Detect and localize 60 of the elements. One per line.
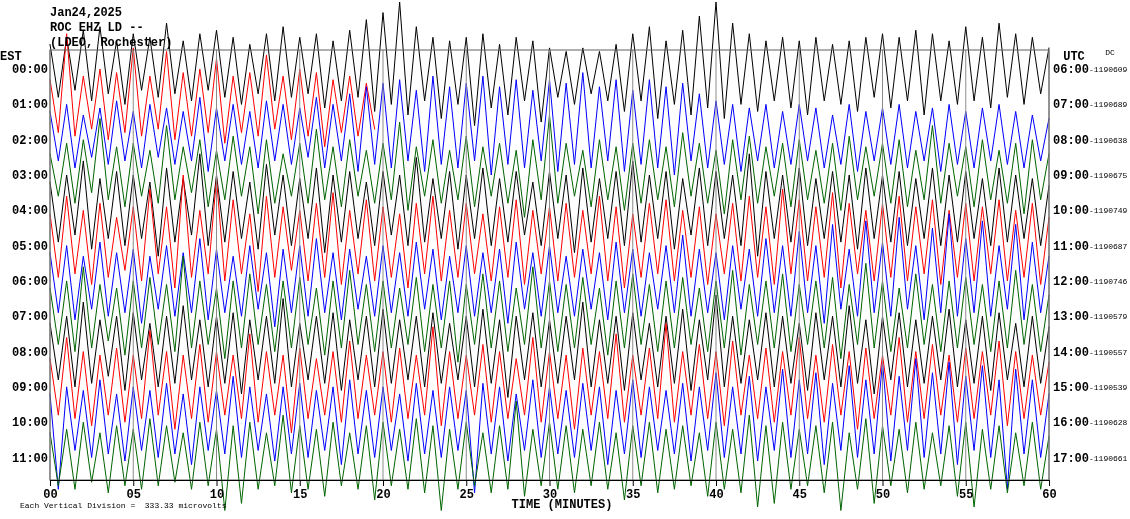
text: -1190661 — [1089, 453, 1128, 463]
y-tick-label: 02:00 — [11, 133, 48, 148]
text: DC — [1105, 48, 1115, 57]
text: -1190675 — [1089, 171, 1128, 181]
y-tick-label: 11:00 — [11, 451, 48, 466]
y-tick-label: 10:00 — [11, 416, 48, 431]
line-series — [49, 1, 1050, 127]
line-series — [49, 153, 1050, 257]
x-tick-label: 00 — [43, 487, 58, 502]
line-series — [49, 322, 1050, 434]
y2-tick-label: 16:00 — [1053, 416, 1090, 431]
y-tick-label: 00:00 — [11, 63, 48, 78]
text: -1190579 — [1089, 312, 1128, 322]
line-series — [49, 174, 1050, 293]
y-tick-label: 08:00 — [11, 345, 48, 360]
x-tick-label: 20 — [376, 487, 391, 502]
y2-tick-label: 10:00 — [1053, 204, 1090, 219]
x-tick-label: 40 — [709, 487, 724, 502]
x-tick-label: 05 — [126, 487, 141, 502]
x-tick-label: 45 — [792, 487, 807, 502]
line-series — [49, 213, 1050, 328]
line-series — [49, 255, 1050, 363]
y-axis-title: EST — [0, 50, 22, 64]
text: -1190746 — [1089, 276, 1128, 286]
x-tick-label: 10 — [209, 487, 225, 502]
y2-tick-label: 14:00 — [1053, 345, 1090, 360]
y2-tick-label: 13:00 — [1053, 310, 1090, 325]
x-tick-label: 35 — [626, 487, 641, 502]
x-tick-label: 60 — [1042, 487, 1057, 502]
y-tick-label: 01:00 — [11, 98, 48, 113]
y2-tick-label: 15:00 — [1053, 380, 1090, 395]
y2-tick-label: 06:00 — [1053, 63, 1090, 78]
x-tick-label: 50 — [875, 487, 891, 502]
y2-tick-label: 17:00 — [1053, 451, 1090, 466]
text: -1190628 — [1089, 418, 1128, 428]
text: -1190609 — [1089, 65, 1128, 75]
text: -1190557 — [1089, 347, 1128, 357]
y-tick-label: 07:00 — [11, 310, 48, 325]
x-tick-label: 15 — [293, 487, 308, 502]
y2-tick-label: 09:00 — [1053, 169, 1090, 184]
y-tick-label: 03:00 — [11, 169, 48, 184]
y2-axis-title: UTC — [1063, 50, 1085, 64]
y-tick-label: 05:00 — [11, 239, 48, 254]
y2-tick-label: 12:00 — [1053, 274, 1090, 289]
x-tick-label: 55 — [959, 487, 974, 502]
text: -1190689 — [1089, 100, 1128, 110]
y-tick-label: 06:00 — [11, 274, 48, 289]
text: -1190687 — [1089, 241, 1128, 251]
line-series — [49, 72, 1050, 176]
line-series — [49, 33, 376, 148]
text: -1190539 — [1089, 382, 1128, 392]
text: -1190638 — [1089, 135, 1128, 145]
y2-tick-label: 08:00 — [1053, 133, 1090, 148]
text: -1190749 — [1089, 206, 1128, 216]
y2-tick-label: 07:00 — [1053, 98, 1090, 113]
y2-tick-label: 11:00 — [1053, 239, 1090, 254]
x-tick-label: 25 — [459, 487, 474, 502]
chart-title: Jan24,2025 — [50, 6, 123, 20]
y-tick-label: 09:00 — [11, 380, 48, 395]
y-tick-label: 04:00 — [11, 204, 48, 219]
